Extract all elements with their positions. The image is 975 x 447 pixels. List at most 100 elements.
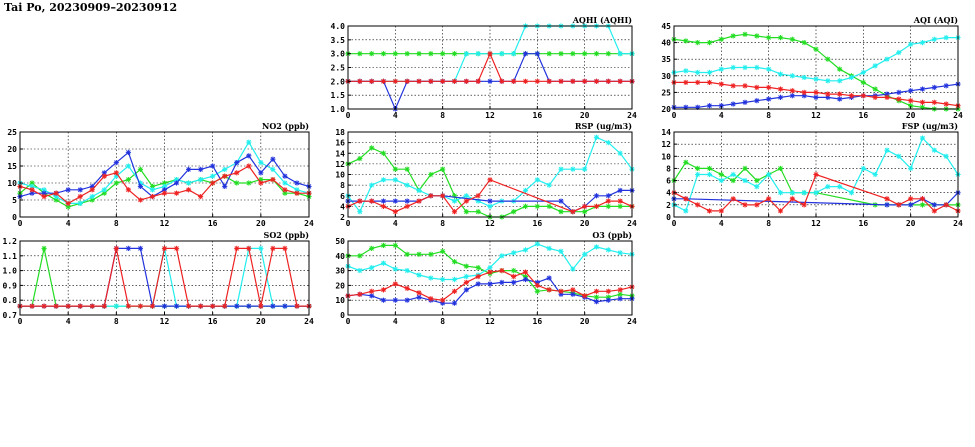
- data-point: [173, 190, 180, 196]
- data-point: [766, 196, 772, 202]
- data-point: [534, 177, 540, 183]
- data-point: [522, 203, 529, 209]
- data-point: [825, 184, 831, 190]
- y-tick-label: 3.5: [331, 36, 346, 45]
- data-point: [754, 84, 760, 91]
- data-point: [860, 93, 866, 99]
- data-point: [487, 269, 493, 275]
- y-tick-label: 0.9: [3, 281, 18, 290]
- data-point: [931, 202, 937, 208]
- aqhi-title: AQHI (AQHI): [572, 15, 633, 25]
- data-point: [777, 86, 784, 92]
- data-point: [404, 251, 410, 257]
- data-point: [404, 285, 410, 291]
- y-tick-label: 16: [335, 139, 345, 148]
- x-tick-label: 24: [304, 219, 314, 228]
- data-point: [77, 194, 83, 200]
- data-point: [499, 279, 505, 286]
- data-point: [258, 180, 264, 186]
- aqi-series-cyan: [671, 35, 961, 84]
- data-point: [282, 173, 288, 179]
- data-point: [813, 46, 819, 52]
- y-tick-label: 3.0: [331, 50, 346, 59]
- data-point: [125, 187, 131, 193]
- data-point: [185, 303, 192, 309]
- data-point: [392, 242, 398, 249]
- data-point: [369, 288, 375, 294]
- no2-svg: 0 4 8 12 16 20 24 0 5 10 15 20 25 NO2 (ppb): [7, 121, 314, 228]
- data-point: [113, 160, 119, 166]
- data-point: [801, 74, 807, 81]
- rsp-chart: 0 4 8 12 16 20 24 2 4 6 8 10 12 14 16 18 RSP (ug/m3): [335, 121, 637, 228]
- data-point: [369, 265, 375, 271]
- data-point: [789, 93, 795, 99]
- y-tick-label: 0: [12, 213, 17, 222]
- data-point: [872, 63, 878, 69]
- data-point: [282, 245, 288, 251]
- data-point: [593, 134, 600, 140]
- data-point: [258, 245, 264, 251]
- data-point: [210, 180, 216, 186]
- data-point: [463, 279, 469, 286]
- x-tick-label: 12: [160, 219, 170, 228]
- y-tick-label: 45: [661, 22, 671, 31]
- data-point: [137, 303, 144, 309]
- data-point: [534, 282, 540, 288]
- data-point: [730, 83, 736, 89]
- data-point: [896, 202, 902, 208]
- data-point: [582, 251, 588, 257]
- data-point: [416, 187, 422, 194]
- data-point: [766, 35, 772, 41]
- data-point: [270, 166, 276, 172]
- data-point: [896, 89, 902, 95]
- data-point: [404, 182, 410, 188]
- data-point: [605, 203, 611, 209]
- data-point: [683, 159, 689, 165]
- no2-title: NO2 (ppb): [262, 121, 309, 131]
- data-point: [718, 66, 724, 72]
- data-point: [558, 166, 564, 172]
- data-point: [706, 69, 713, 76]
- data-point: [440, 193, 446, 199]
- data-point: [149, 303, 156, 309]
- data-point: [440, 276, 446, 283]
- y-tick-label: 40: [661, 39, 671, 48]
- data-point: [742, 202, 748, 208]
- y-tick-label: 14: [661, 128, 671, 137]
- y-tick-label: 12: [661, 140, 671, 149]
- data-point: [125, 177, 131, 183]
- data-point: [29, 187, 35, 193]
- data-point: [683, 196, 689, 202]
- data-point: [41, 303, 47, 309]
- data-point: [695, 202, 701, 208]
- data-point: [534, 78, 540, 84]
- y-tick-label: 18: [335, 128, 345, 137]
- data-point: [416, 51, 422, 57]
- data-point: [789, 36, 795, 42]
- x-tick-label: 0: [672, 111, 677, 120]
- data-point: [683, 208, 689, 214]
- data-point: [908, 202, 914, 208]
- o3-title: O3 (ppb): [592, 230, 632, 240]
- data-point: [222, 173, 228, 179]
- data-point: [369, 198, 375, 204]
- data-point: [234, 303, 240, 309]
- data-point: [113, 245, 119, 251]
- data-point: [730, 171, 736, 178]
- data-point: [113, 303, 119, 309]
- data-point: [463, 273, 469, 280]
- x-tick-label: 4: [393, 111, 398, 120]
- data-point: [451, 259, 458, 265]
- data-point: [777, 190, 784, 196]
- data-point: [404, 78, 410, 84]
- data-point: [943, 202, 949, 208]
- data-point: [369, 182, 375, 188]
- data-point: [125, 149, 131, 155]
- y-tick-label: 1.5: [331, 91, 346, 100]
- data-point: [392, 281, 398, 287]
- data-point: [475, 193, 481, 199]
- y-tick-label: 8: [340, 181, 345, 190]
- data-point: [766, 84, 772, 91]
- x-tick-label: 12: [485, 317, 495, 326]
- data-point: [198, 177, 204, 183]
